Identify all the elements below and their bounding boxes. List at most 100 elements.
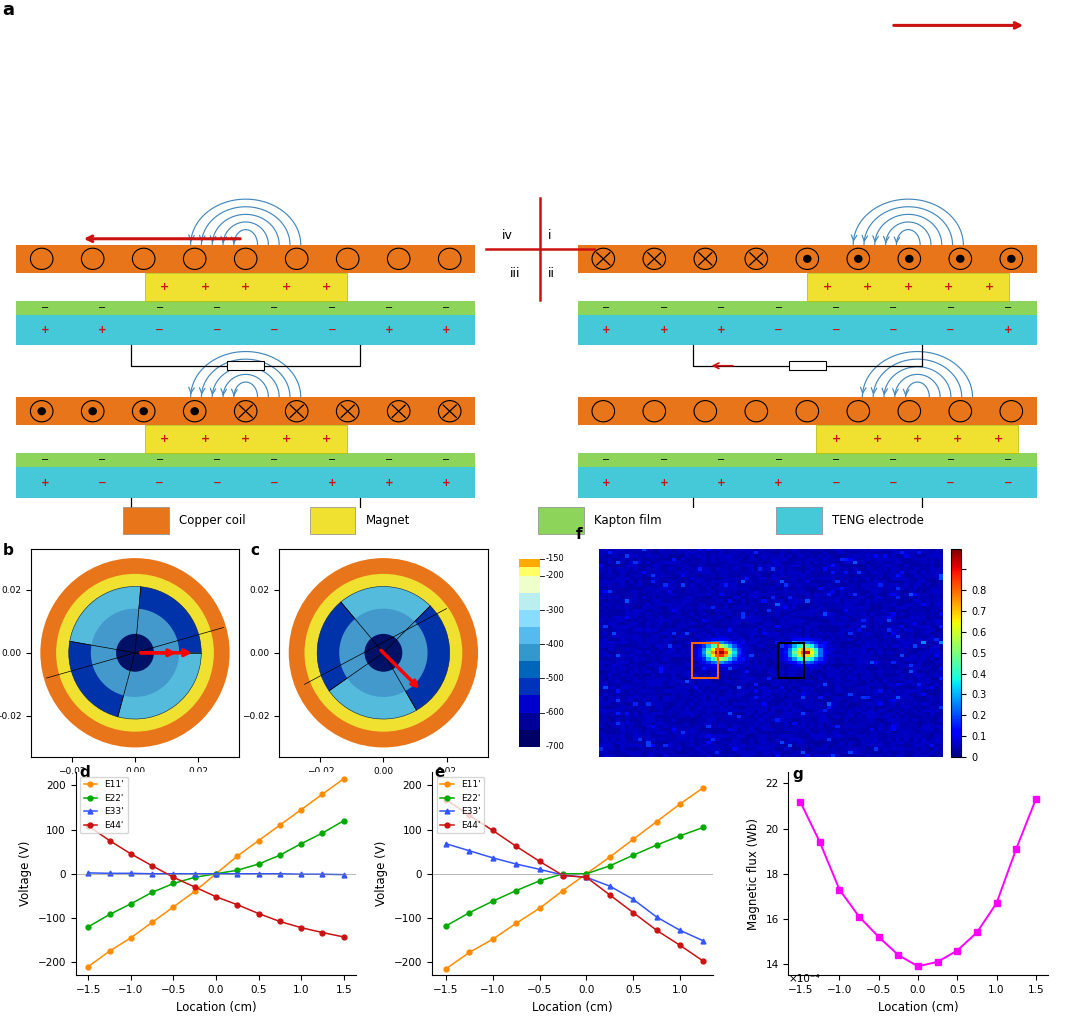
Circle shape <box>957 255 963 262</box>
E44' <box>697 955 710 967</box>
Text: −: − <box>889 303 897 313</box>
Bar <box>519 593 540 610</box>
Bar <box>578 245 1037 273</box>
Circle shape <box>90 407 96 415</box>
Circle shape <box>191 407 199 415</box>
X-axis label: Location (cm): Location (cm) <box>176 1001 256 1014</box>
E44' <box>167 871 180 883</box>
E11' <box>580 868 593 880</box>
E11' <box>210 868 222 880</box>
E33' <box>167 868 180 880</box>
E11' <box>315 788 328 801</box>
Text: +: + <box>282 281 291 292</box>
Line: E11': E11' <box>444 785 706 971</box>
Circle shape <box>91 609 179 697</box>
E33' <box>231 868 244 880</box>
E22' <box>82 920 95 933</box>
Circle shape <box>339 609 428 697</box>
Text: −: − <box>213 478 221 488</box>
E33' <box>556 869 569 881</box>
E33' <box>124 868 137 880</box>
E33' <box>337 869 350 881</box>
Text: +: + <box>717 478 726 488</box>
Bar <box>228 362 265 371</box>
E11' <box>124 932 137 944</box>
Bar <box>519 610 540 627</box>
Text: f: f <box>576 526 582 542</box>
Text: +: + <box>201 281 210 292</box>
E11' <box>534 902 546 914</box>
Text: +: + <box>994 434 1003 444</box>
Text: +: + <box>327 478 336 488</box>
Bar <box>519 644 540 661</box>
Text: -150: -150 <box>545 555 565 563</box>
Text: +: + <box>384 478 393 488</box>
Text: −: − <box>327 455 336 465</box>
Text: +: + <box>384 325 393 335</box>
E44' <box>626 906 639 918</box>
Text: -600: -600 <box>545 708 565 717</box>
Text: −: − <box>443 455 450 465</box>
Text: −: − <box>270 303 279 313</box>
E22' <box>146 886 159 898</box>
Text: −: − <box>213 455 221 465</box>
Wedge shape <box>383 606 449 710</box>
E44' <box>295 922 308 934</box>
Bar <box>310 507 355 534</box>
Text: +: + <box>603 478 611 488</box>
Text: −: − <box>270 455 279 465</box>
Text: +: + <box>442 325 450 335</box>
Text: −: − <box>1004 455 1012 465</box>
Line: E33': E33' <box>86 871 346 877</box>
E44' <box>210 891 222 903</box>
E11' <box>650 816 663 828</box>
Text: +: + <box>322 434 332 444</box>
Text: −: − <box>270 325 279 335</box>
E44' <box>315 927 328 939</box>
E22' <box>188 871 201 883</box>
Circle shape <box>854 255 862 262</box>
Text: -300: -300 <box>545 606 565 615</box>
E33' <box>295 868 308 880</box>
Bar <box>578 397 1037 425</box>
Text: Kapton film: Kapton film <box>594 514 662 527</box>
E22' <box>650 839 663 851</box>
Circle shape <box>906 255 913 262</box>
E11' <box>104 945 117 957</box>
E22' <box>580 868 593 880</box>
E11' <box>231 850 244 863</box>
E33' <box>463 844 476 856</box>
Text: +: + <box>774 478 783 488</box>
E11' <box>440 962 453 974</box>
Text: +: + <box>160 434 170 444</box>
Bar <box>519 696 540 712</box>
Text: −: − <box>889 325 897 335</box>
Bar <box>16 397 475 425</box>
Bar <box>16 467 475 498</box>
Text: TENG electrode: TENG electrode <box>833 514 924 527</box>
E11' <box>337 773 350 785</box>
Text: −: − <box>98 455 106 465</box>
Text: −: − <box>889 478 897 488</box>
Bar <box>578 467 1037 498</box>
Text: −: − <box>660 303 667 313</box>
E11' <box>167 901 180 913</box>
E44' <box>337 931 350 943</box>
Bar <box>807 273 1009 301</box>
Text: +: + <box>913 434 922 444</box>
X-axis label: Location (cm): Location (cm) <box>532 1001 612 1014</box>
E33' <box>315 868 328 880</box>
Text: +: + <box>832 434 841 444</box>
Text: +: + <box>98 325 107 335</box>
Text: iii: iii <box>510 267 521 279</box>
Text: −: − <box>1003 478 1012 488</box>
Text: −: − <box>832 478 840 488</box>
Circle shape <box>288 558 478 748</box>
Text: −: − <box>41 303 49 313</box>
E44' <box>674 939 687 951</box>
Text: +: + <box>863 281 873 292</box>
E44' <box>486 824 499 836</box>
Circle shape <box>40 558 230 748</box>
Text: −: − <box>832 303 840 313</box>
Wedge shape <box>318 602 383 691</box>
